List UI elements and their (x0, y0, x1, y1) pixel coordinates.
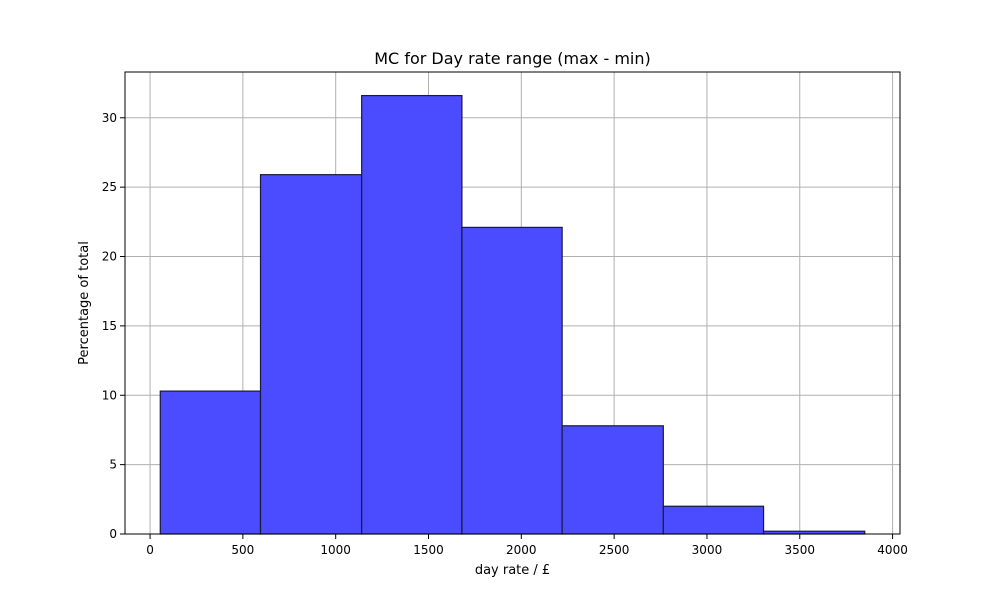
histogram-bar (561, 425, 664, 535)
y-axis-ticks: 0 5 10 15 20 25 30 (102, 111, 125, 541)
histogram-bar (361, 94, 463, 535)
y-tick-label: 5 (109, 458, 117, 472)
plot-frame (124, 71, 901, 535)
y-axis-label: Percentage of total (77, 241, 92, 365)
x-axis-ticks: 0 500 1000 1500 2000 2500 3000 3500 4000 (146, 534, 908, 557)
x-tick-label: 4000 (877, 543, 908, 557)
histogram-bar (662, 505, 765, 535)
x-tick-label: 3000 (692, 543, 723, 557)
y-tick-label: 15 (102, 319, 117, 333)
x-tick-label: 500 (231, 543, 254, 557)
x-tick-label: 3500 (784, 543, 815, 557)
x-tick-label: 2500 (599, 543, 630, 557)
y-tick-label: 10 (102, 388, 117, 402)
histogram-bar (461, 226, 563, 535)
bars (159, 94, 866, 535)
histogram-bar (259, 174, 363, 535)
x-tick-label: 1000 (320, 543, 351, 557)
x-tick-label: 1500 (413, 543, 444, 557)
y-tick-label: 25 (102, 180, 117, 194)
chart-title: MC for Day rate range (max - min) (374, 49, 650, 68)
x-tick-label: 2000 (506, 543, 537, 557)
histogram-bar (159, 390, 262, 535)
x-axis-label: day rate / £ (475, 563, 550, 578)
y-tick-label: 30 (102, 111, 117, 125)
y-tick-label: 20 (102, 250, 117, 264)
y-tick-label: 0 (109, 527, 117, 541)
x-tick-label: 0 (146, 543, 154, 557)
